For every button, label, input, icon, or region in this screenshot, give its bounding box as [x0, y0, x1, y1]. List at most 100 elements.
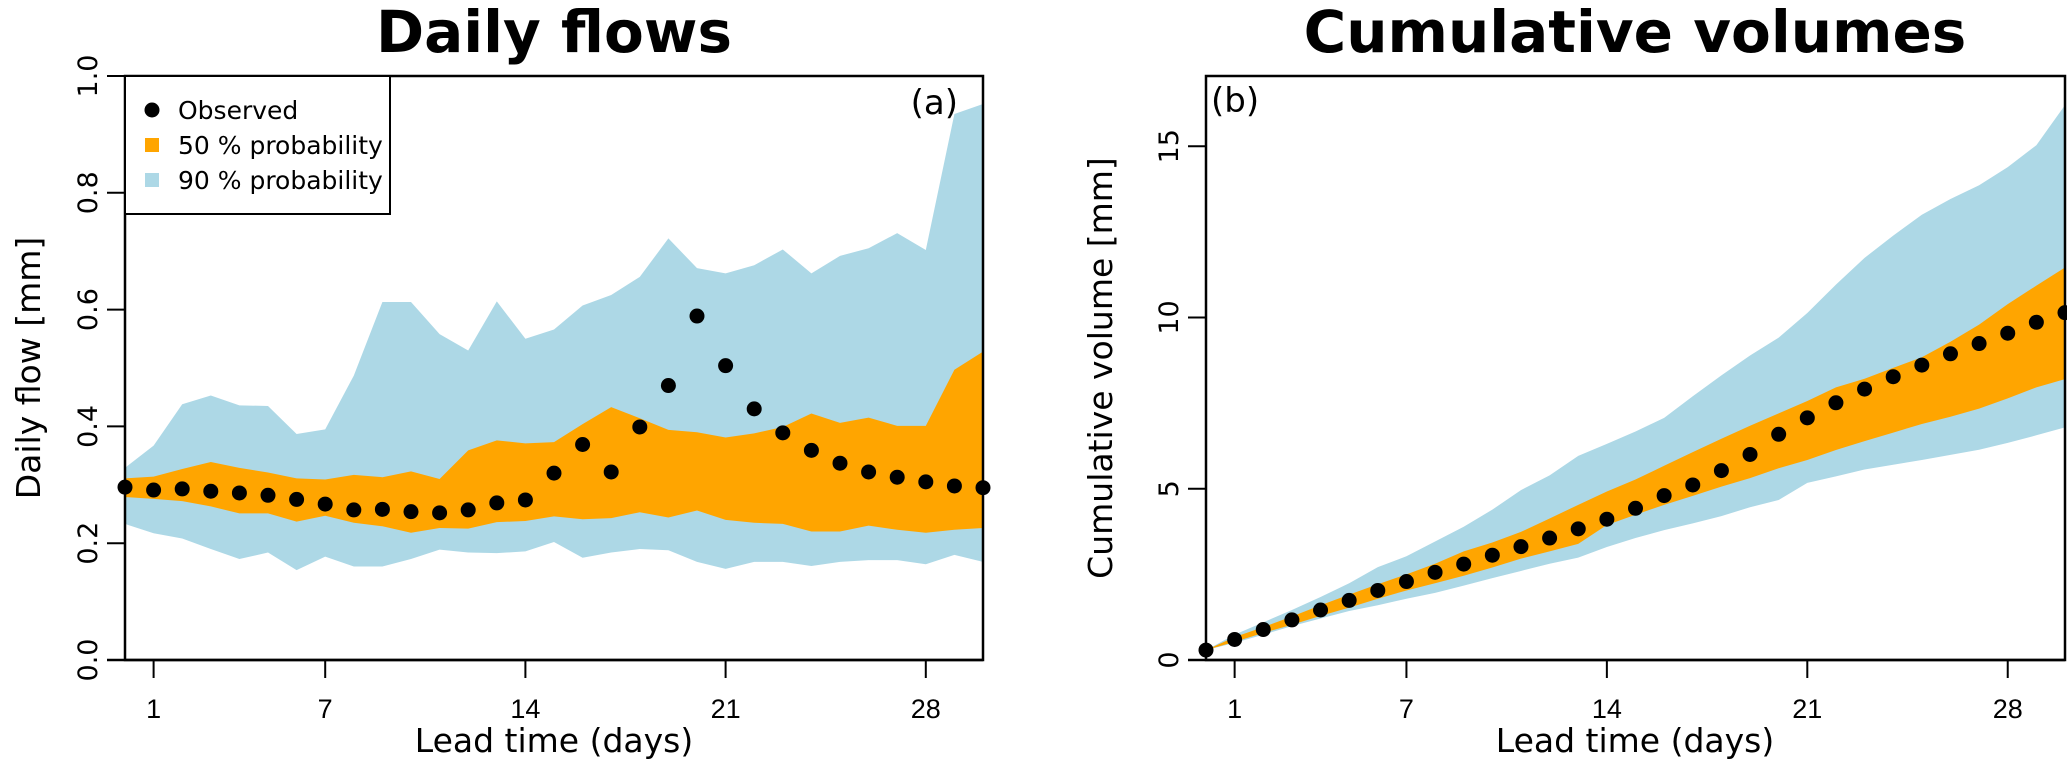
legend-90-swatch — [145, 173, 159, 187]
observed-point — [460, 502, 476, 518]
observed-point — [231, 485, 247, 501]
x-axis-label: Lead time (days) — [415, 721, 693, 760]
x-tick-label: 7 — [1399, 694, 1414, 724]
observed-point — [517, 492, 533, 508]
y-tick-label: 0.0 — [73, 639, 104, 682]
legend-box — [124, 75, 391, 215]
observed-point — [1341, 592, 1357, 608]
x-tick-label: 28 — [911, 694, 941, 724]
observed-point — [489, 495, 505, 511]
x-tick-label: 21 — [711, 694, 741, 724]
observed-point — [1599, 511, 1615, 527]
observed-point — [1313, 602, 1329, 618]
legend-50-label: 50 % probability — [178, 131, 383, 160]
observed-point — [2000, 325, 2016, 341]
observed-point — [546, 465, 562, 481]
observed-point — [1942, 346, 1958, 362]
y-axis-label: Cumulative volume [mm] — [1081, 157, 1120, 579]
observed-point — [289, 491, 305, 507]
x-tick-label: 1 — [1227, 694, 1242, 724]
observed-point — [432, 505, 448, 521]
observed-point — [718, 358, 734, 374]
y-tick-label: 0.8 — [73, 171, 104, 214]
observed-point — [317, 496, 333, 512]
chart-title: Daily flows — [376, 0, 732, 66]
observed-point — [603, 464, 619, 480]
legend-90-label: 90 % probability — [178, 166, 383, 195]
observed-point — [746, 401, 762, 417]
plot-area: 0 5 10 15 1 7 14 21 28 — [1154, 74, 2067, 724]
legend-50-swatch — [145, 138, 159, 152]
observed-point — [1227, 631, 1243, 647]
observed-point — [946, 478, 962, 494]
y-tick-label: 0.6 — [73, 288, 104, 331]
panel-label: (b) — [1211, 81, 1259, 121]
y-tick-label: 0 — [1154, 651, 1185, 668]
observed-point — [1799, 410, 1815, 426]
y-tick-label: 10 — [1154, 300, 1185, 334]
observed-point — [1570, 521, 1586, 537]
cumulative-volumes-panel: Cumulative volumes Cumulative volume [mm… — [1081, 0, 2067, 760]
band-50-percent — [125, 351, 983, 533]
chart-title: Cumulative volumes — [1304, 0, 1967, 66]
observed-point — [918, 474, 934, 490]
x-tick-label: 28 — [1993, 694, 2023, 724]
observed-point — [403, 504, 419, 520]
observed-point — [1656, 488, 1672, 504]
observed-point — [1255, 622, 1271, 638]
legend: Observed 50 % probability 90 % probabili… — [124, 75, 391, 215]
observed-point — [660, 378, 676, 394]
y-tick-label: 0.2 — [73, 522, 104, 565]
daily-flows-panel: Daily flows Daily flow [mm] Lead time (d… — [9, 0, 991, 760]
observed-point — [1971, 336, 1987, 352]
observed-point — [1885, 369, 1901, 385]
observed-point — [2028, 314, 2044, 330]
observed-point — [374, 501, 390, 517]
observed-point — [346, 502, 362, 518]
observed-point — [146, 482, 162, 498]
observed-point — [1628, 500, 1643, 516]
observed-point — [861, 464, 877, 480]
observed-point — [1370, 582, 1386, 598]
x-tick-label: 7 — [318, 694, 333, 724]
plot-area: 0.0 0.2 0.4 0.6 0.8 1.0 1 7 14 21 28 — [73, 55, 991, 724]
observed-point — [803, 442, 819, 458]
y-tick-label: 0.4 — [73, 405, 104, 448]
observed-point — [889, 469, 905, 485]
observed-point — [1713, 463, 1729, 479]
observed-point — [1542, 530, 1558, 546]
observed-point — [174, 481, 190, 497]
y-axis-label: Daily flow [mm] — [9, 237, 48, 500]
observed-point — [1398, 574, 1414, 590]
x-tick-label: 14 — [510, 694, 540, 724]
observed-point — [1914, 357, 1930, 373]
observed-point — [1771, 426, 1787, 442]
panel-label: (a) — [911, 83, 958, 123]
x-tick-label: 14 — [1592, 694, 1622, 724]
y-tick-label: 1.0 — [73, 55, 104, 98]
x-axis-label: Lead time (days) — [1496, 721, 1774, 760]
x-tick-label: 21 — [1792, 694, 1822, 724]
observed-point — [1484, 547, 1500, 563]
observed-point — [575, 437, 591, 453]
observed-point — [1284, 612, 1300, 628]
observed-point — [1685, 477, 1701, 493]
observed-point — [203, 483, 219, 499]
observed-point — [1513, 539, 1529, 555]
observed-point — [832, 455, 848, 471]
observed-point — [689, 308, 705, 324]
observed-point — [775, 425, 791, 441]
observed-point — [1742, 446, 1758, 462]
observed-point — [632, 419, 648, 435]
observed-point — [1857, 381, 1873, 397]
x-tick-label: 1 — [146, 694, 161, 724]
observed-point — [1828, 395, 1844, 411]
legend-observed-label: Observed — [178, 96, 298, 125]
observed-point — [260, 487, 276, 503]
y-tick-label: 5 — [1154, 480, 1185, 497]
observed-point — [1456, 556, 1472, 572]
y-tick-label: 15 — [1154, 129, 1185, 163]
observed-point — [1427, 564, 1443, 580]
legend-observed-marker — [144, 102, 160, 118]
